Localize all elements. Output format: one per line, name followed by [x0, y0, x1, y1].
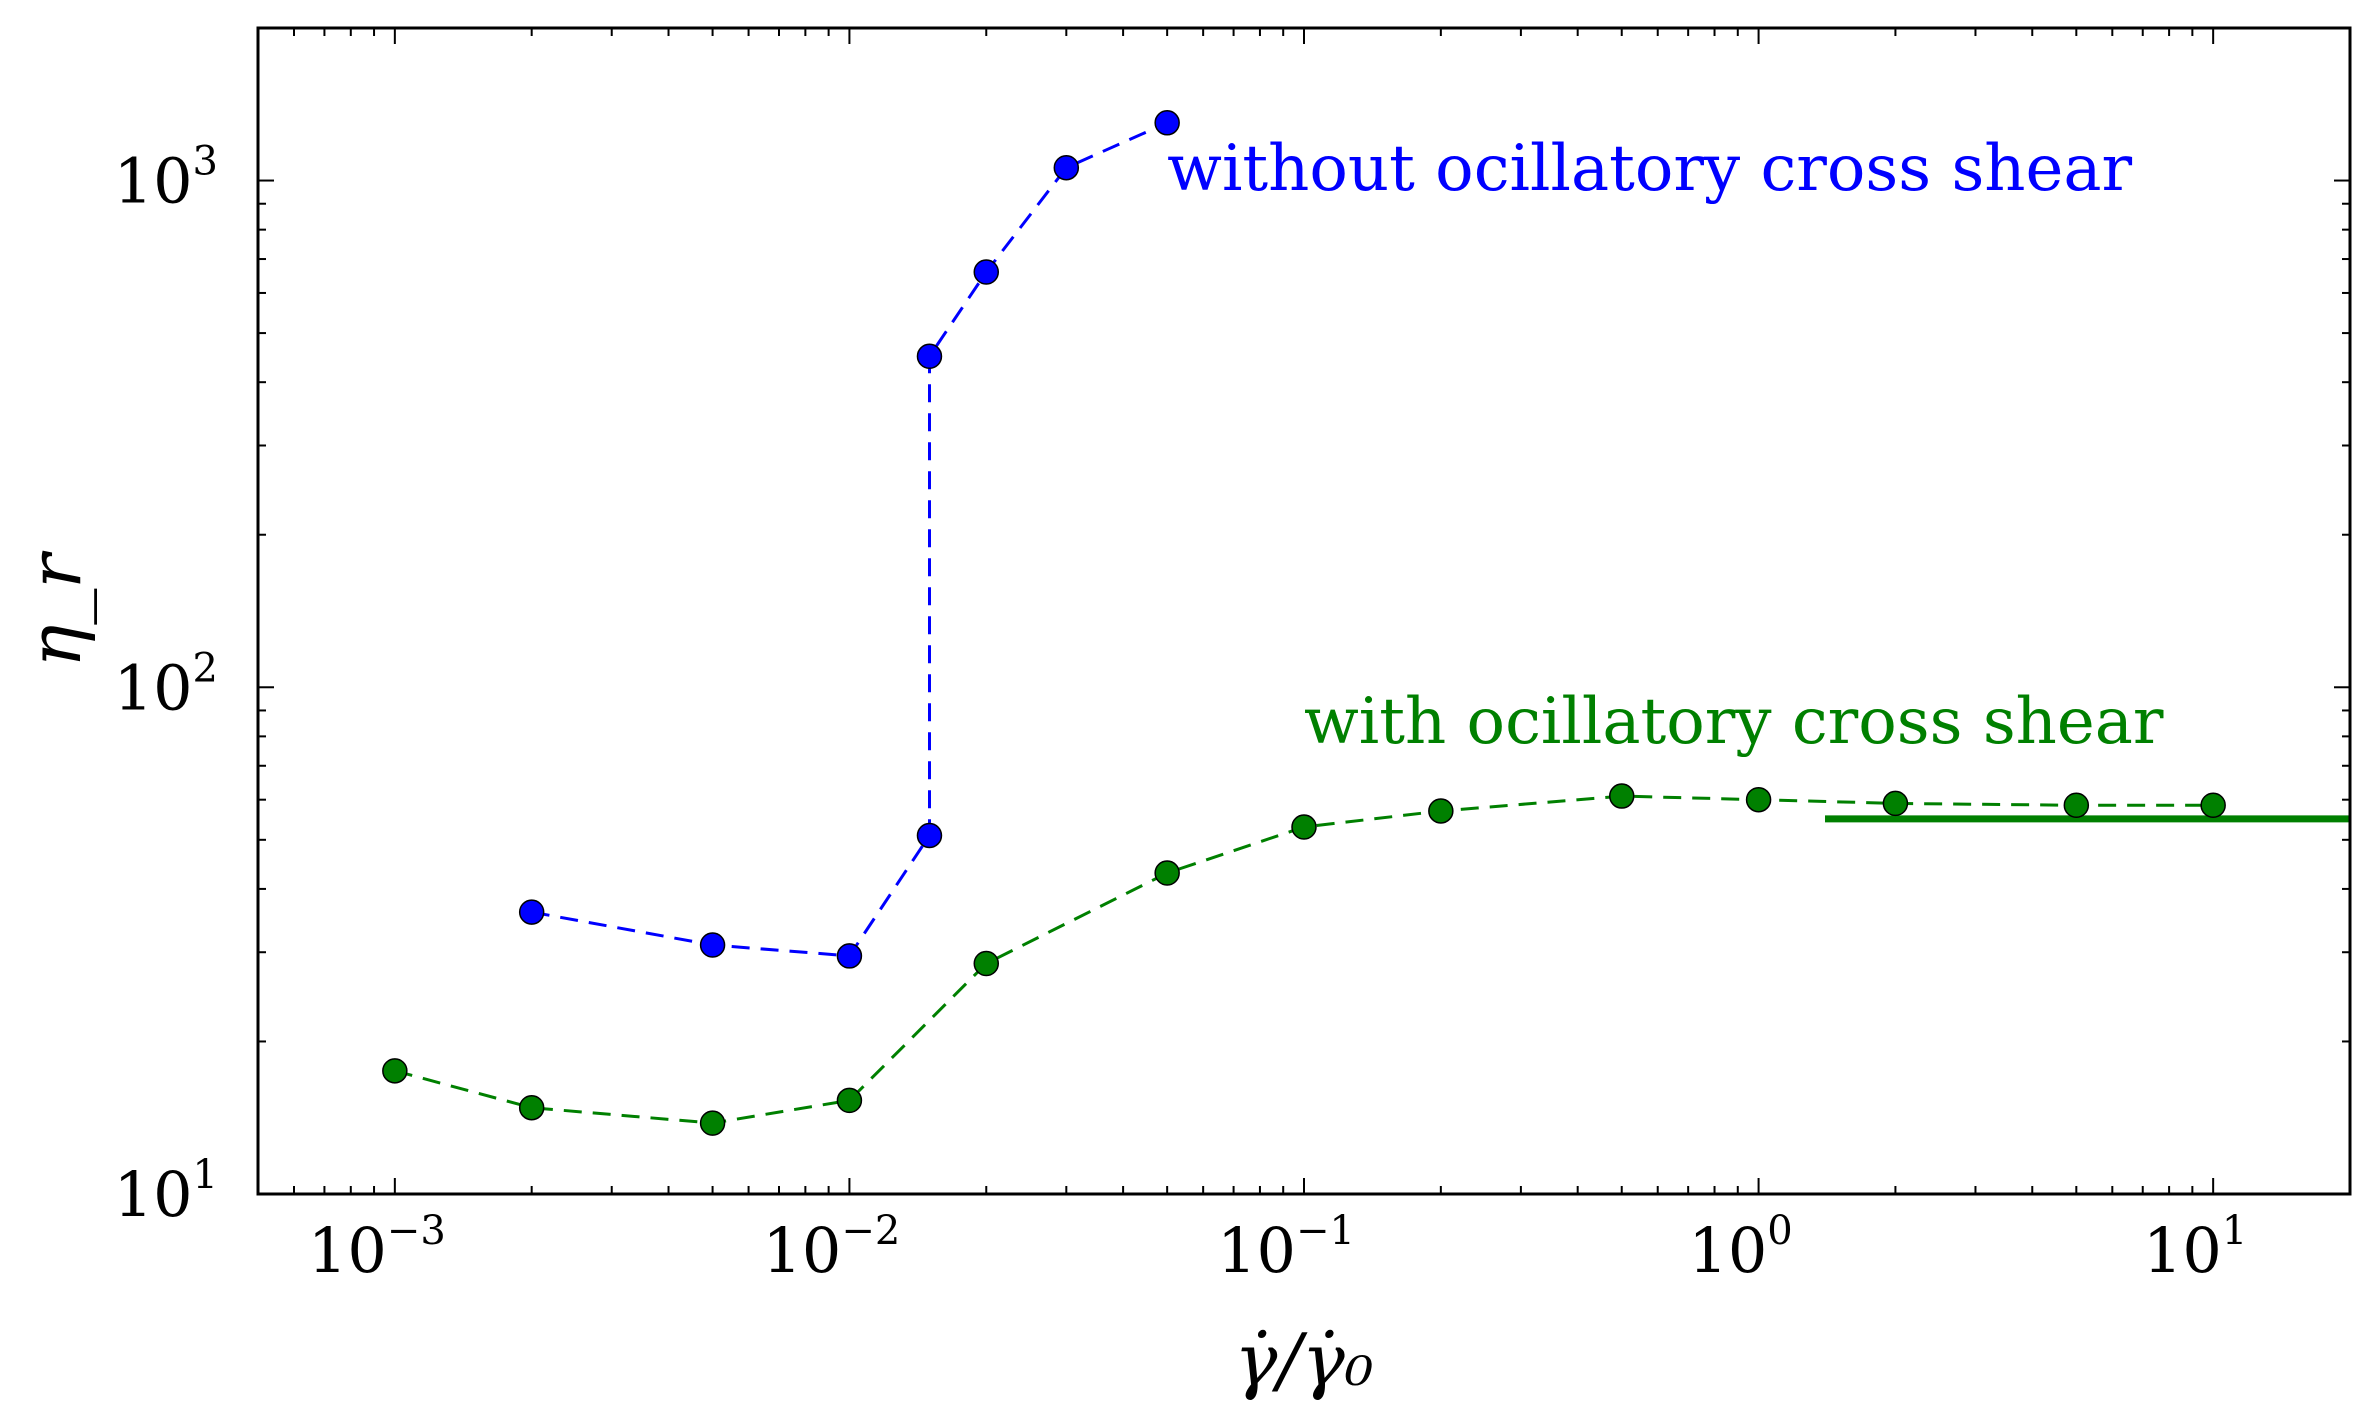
annotations-layer: without ocillatory cross shear with ocill…	[1167, 132, 2164, 759]
x-tick-label: 10−1	[1217, 1208, 1355, 1287]
data-point-0-2	[836, 943, 863, 969]
data-point-0-5	[973, 259, 1000, 285]
y-axis-label: η_r	[13, 551, 97, 668]
data-point-1-9	[1745, 786, 1772, 813]
data-point-0-1	[699, 932, 726, 958]
plot-frame	[256, 26, 2352, 1196]
y-tick-label: 102	[114, 645, 218, 724]
data-point-1-1	[518, 1094, 545, 1121]
data-point-0-4	[916, 343, 943, 370]
data-point-1-5	[1154, 860, 1180, 886]
data-point-0-3	[916, 822, 943, 849]
x-axis-label: γ̇/γ̇₀	[1234, 1318, 1373, 1402]
x-tick-label: 100	[1688, 1208, 1792, 1287]
series-line-0	[531, 121, 1168, 958]
data-point-0-6	[1053, 154, 1080, 181]
data-point-0-7	[1154, 110, 1180, 136]
data-point-1-3	[836, 1087, 863, 1114]
data-point-1-8	[1608, 783, 1635, 809]
x-tick-label: 10−3	[308, 1208, 446, 1287]
y-tick-label: 101	[114, 1152, 218, 1231]
data-point-1-2	[699, 1110, 726, 1136]
y-tick-label: 103	[114, 139, 218, 218]
annotation-1: with ocillatory cross shear	[1304, 685, 2164, 759]
data-point-1-4	[973, 950, 1000, 977]
data-point-1-11	[2063, 792, 2090, 819]
data-points-layer	[382, 110, 2226, 1136]
x-tick-label: 10−2	[762, 1208, 900, 1287]
data-point-1-6	[1291, 814, 1317, 840]
annotation-0: without ocillatory cross shear	[1167, 132, 2132, 206]
tick-labels-layer: 10−3 10−2 10−1 100 101 101 102 103	[114, 139, 2248, 1287]
series-line-1	[394, 794, 2214, 1125]
data-point-1-0	[382, 1058, 408, 1084]
data-point-1-12	[2200, 792, 2226, 819]
data-point-1-10	[1882, 790, 1909, 817]
data-point-0-0	[518, 899, 545, 925]
x-tick-label: 101	[2143, 1208, 2247, 1287]
series-lines-layer	[394, 121, 2214, 1125]
data-point-1-7	[1428, 798, 1454, 824]
